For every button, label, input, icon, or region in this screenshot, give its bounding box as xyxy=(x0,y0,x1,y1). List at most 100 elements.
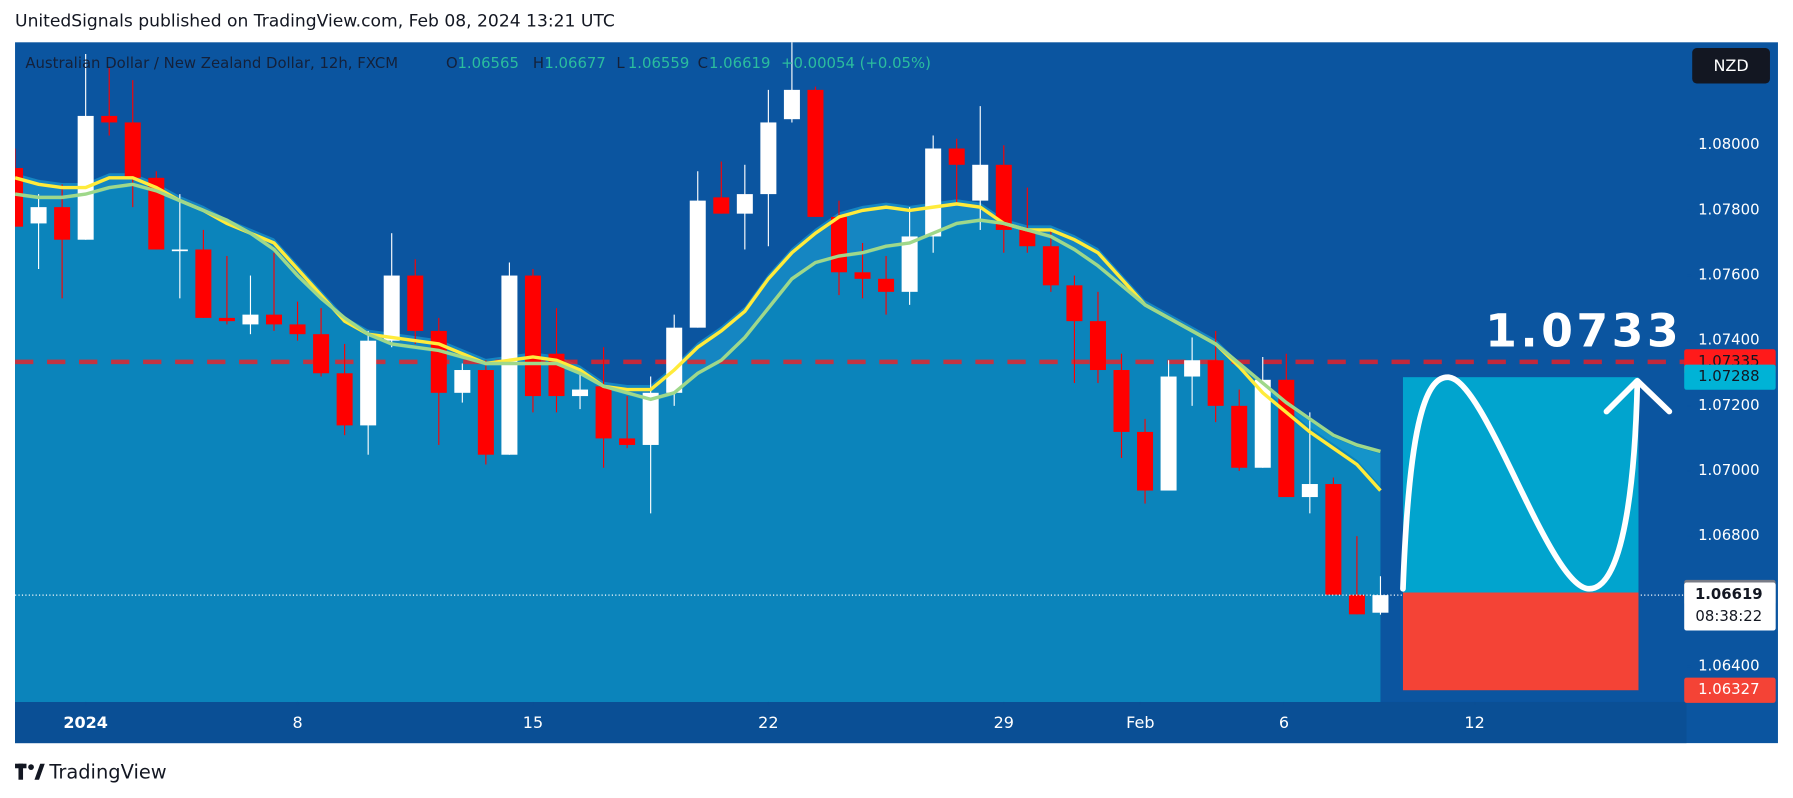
legend-value: 1.06565 xyxy=(457,54,518,72)
y-tick-label: 1.06800 xyxy=(1698,526,1759,544)
time-axis xyxy=(15,701,1687,744)
candle-body xyxy=(1372,595,1389,613)
candle-body xyxy=(1113,370,1130,432)
price-label: 1.06619 xyxy=(1695,585,1763,603)
candle-body xyxy=(1207,360,1224,406)
candle-body xyxy=(77,115,94,240)
y-tick-label: 1.08000 xyxy=(1698,135,1759,153)
candle-body xyxy=(666,327,683,393)
moving-average xyxy=(15,182,1381,454)
price-label-box xyxy=(1684,364,1776,390)
y-tick-label: 1.07200 xyxy=(1698,396,1759,414)
candle-body xyxy=(948,148,965,165)
candle-body xyxy=(572,389,589,397)
candle-body xyxy=(1089,321,1106,371)
currency-label: NZD xyxy=(1713,56,1748,75)
x-tick-label: 22 xyxy=(758,713,778,732)
candle-body xyxy=(642,392,659,445)
position-stop xyxy=(1402,592,1639,691)
plot xyxy=(15,42,1687,702)
price-label: 1.07288 xyxy=(1698,367,1759,385)
candle-body xyxy=(524,275,541,397)
price-label-box xyxy=(1684,582,1776,631)
candle-body xyxy=(619,438,636,445)
y-tick-label: 1.07400 xyxy=(1698,331,1759,349)
candle-body xyxy=(336,373,353,426)
legend-change: +0.00054 (+0.05%) xyxy=(781,54,931,72)
candle-body xyxy=(30,207,47,224)
x-tick-label: 2024 xyxy=(63,713,108,732)
candle-body xyxy=(1325,484,1342,595)
candle-body xyxy=(430,330,447,393)
candle-body xyxy=(242,314,259,325)
footer-logo xyxy=(15,763,45,780)
legend-letter: L xyxy=(616,54,625,72)
candle-body xyxy=(1137,431,1154,491)
publish-header: UnitedSignals published on TradingView.c… xyxy=(15,12,615,32)
candle-body xyxy=(148,177,165,250)
candle-body xyxy=(1160,376,1177,491)
candle-body xyxy=(1019,229,1036,247)
legend-value: 1.06619 xyxy=(709,54,770,72)
countdown: 08:38:22 xyxy=(1695,607,1762,625)
candle-body xyxy=(1301,484,1318,498)
candle-body xyxy=(760,122,777,195)
candle-body xyxy=(15,168,24,227)
candle-body xyxy=(783,89,800,120)
y-tick-label: 1.07600 xyxy=(1698,266,1759,284)
candle-body xyxy=(595,386,612,439)
x-tick-label: 12 xyxy=(1464,713,1484,732)
currency-button xyxy=(1692,48,1770,84)
candle-body xyxy=(878,278,895,292)
candle-body xyxy=(1042,246,1059,286)
candle-body xyxy=(854,272,871,279)
candle-body xyxy=(195,249,212,318)
candle-body xyxy=(689,200,706,328)
legend-letter: H xyxy=(533,54,544,72)
x-tick-label: Feb xyxy=(1126,713,1154,732)
candle-body xyxy=(1348,594,1365,615)
y-tick-label: 1.06400 xyxy=(1698,656,1759,674)
y-tick-label: 1.07800 xyxy=(1698,200,1759,218)
projection-arrow xyxy=(1400,374,1673,592)
y-tick-label: 1.07000 xyxy=(1698,461,1759,479)
candle-body xyxy=(218,317,235,322)
candle-body xyxy=(1184,360,1201,377)
price-label-box xyxy=(1684,677,1776,703)
x-tick-label: 15 xyxy=(523,713,543,732)
x-tick-label: 8 xyxy=(292,713,302,732)
legend-value: 1.06677 xyxy=(544,54,605,72)
candle-body xyxy=(124,122,141,178)
candle-body xyxy=(360,340,377,426)
candle-body xyxy=(101,115,118,123)
candle-body xyxy=(313,334,330,374)
candle-body xyxy=(807,89,824,217)
candle-body xyxy=(925,148,942,237)
candle-body xyxy=(171,249,188,252)
legend-symbol: Australian Dollar / New Zealand Dollar, … xyxy=(25,54,398,72)
ma-area xyxy=(15,184,1381,702)
candle-body xyxy=(736,194,753,214)
candle-body xyxy=(830,216,848,273)
candle-body xyxy=(289,324,306,335)
candle-body xyxy=(54,207,71,240)
candle-body xyxy=(901,236,918,292)
price-label: 1.06327 xyxy=(1698,680,1759,698)
x-tick-label: 6 xyxy=(1279,713,1289,732)
overlay: 1.0733 1.06400 1.06800 1.07000 1.07200 1.0740… xyxy=(25,48,1776,732)
candle-body xyxy=(265,314,283,325)
legend-letter: O xyxy=(446,54,458,72)
legend-value: 1.06559 xyxy=(628,54,689,72)
candle-body xyxy=(972,164,989,201)
footer-brand: TradingView xyxy=(48,760,166,783)
candle-body xyxy=(383,275,400,341)
x-tick-label: 29 xyxy=(994,713,1014,732)
candle-body xyxy=(995,164,1012,230)
candle-body xyxy=(477,370,494,455)
legend-letter: C xyxy=(698,54,708,72)
candle-body xyxy=(1254,379,1271,468)
candle-body xyxy=(1066,285,1083,322)
candle-body xyxy=(407,275,424,331)
candle-body xyxy=(713,197,730,214)
